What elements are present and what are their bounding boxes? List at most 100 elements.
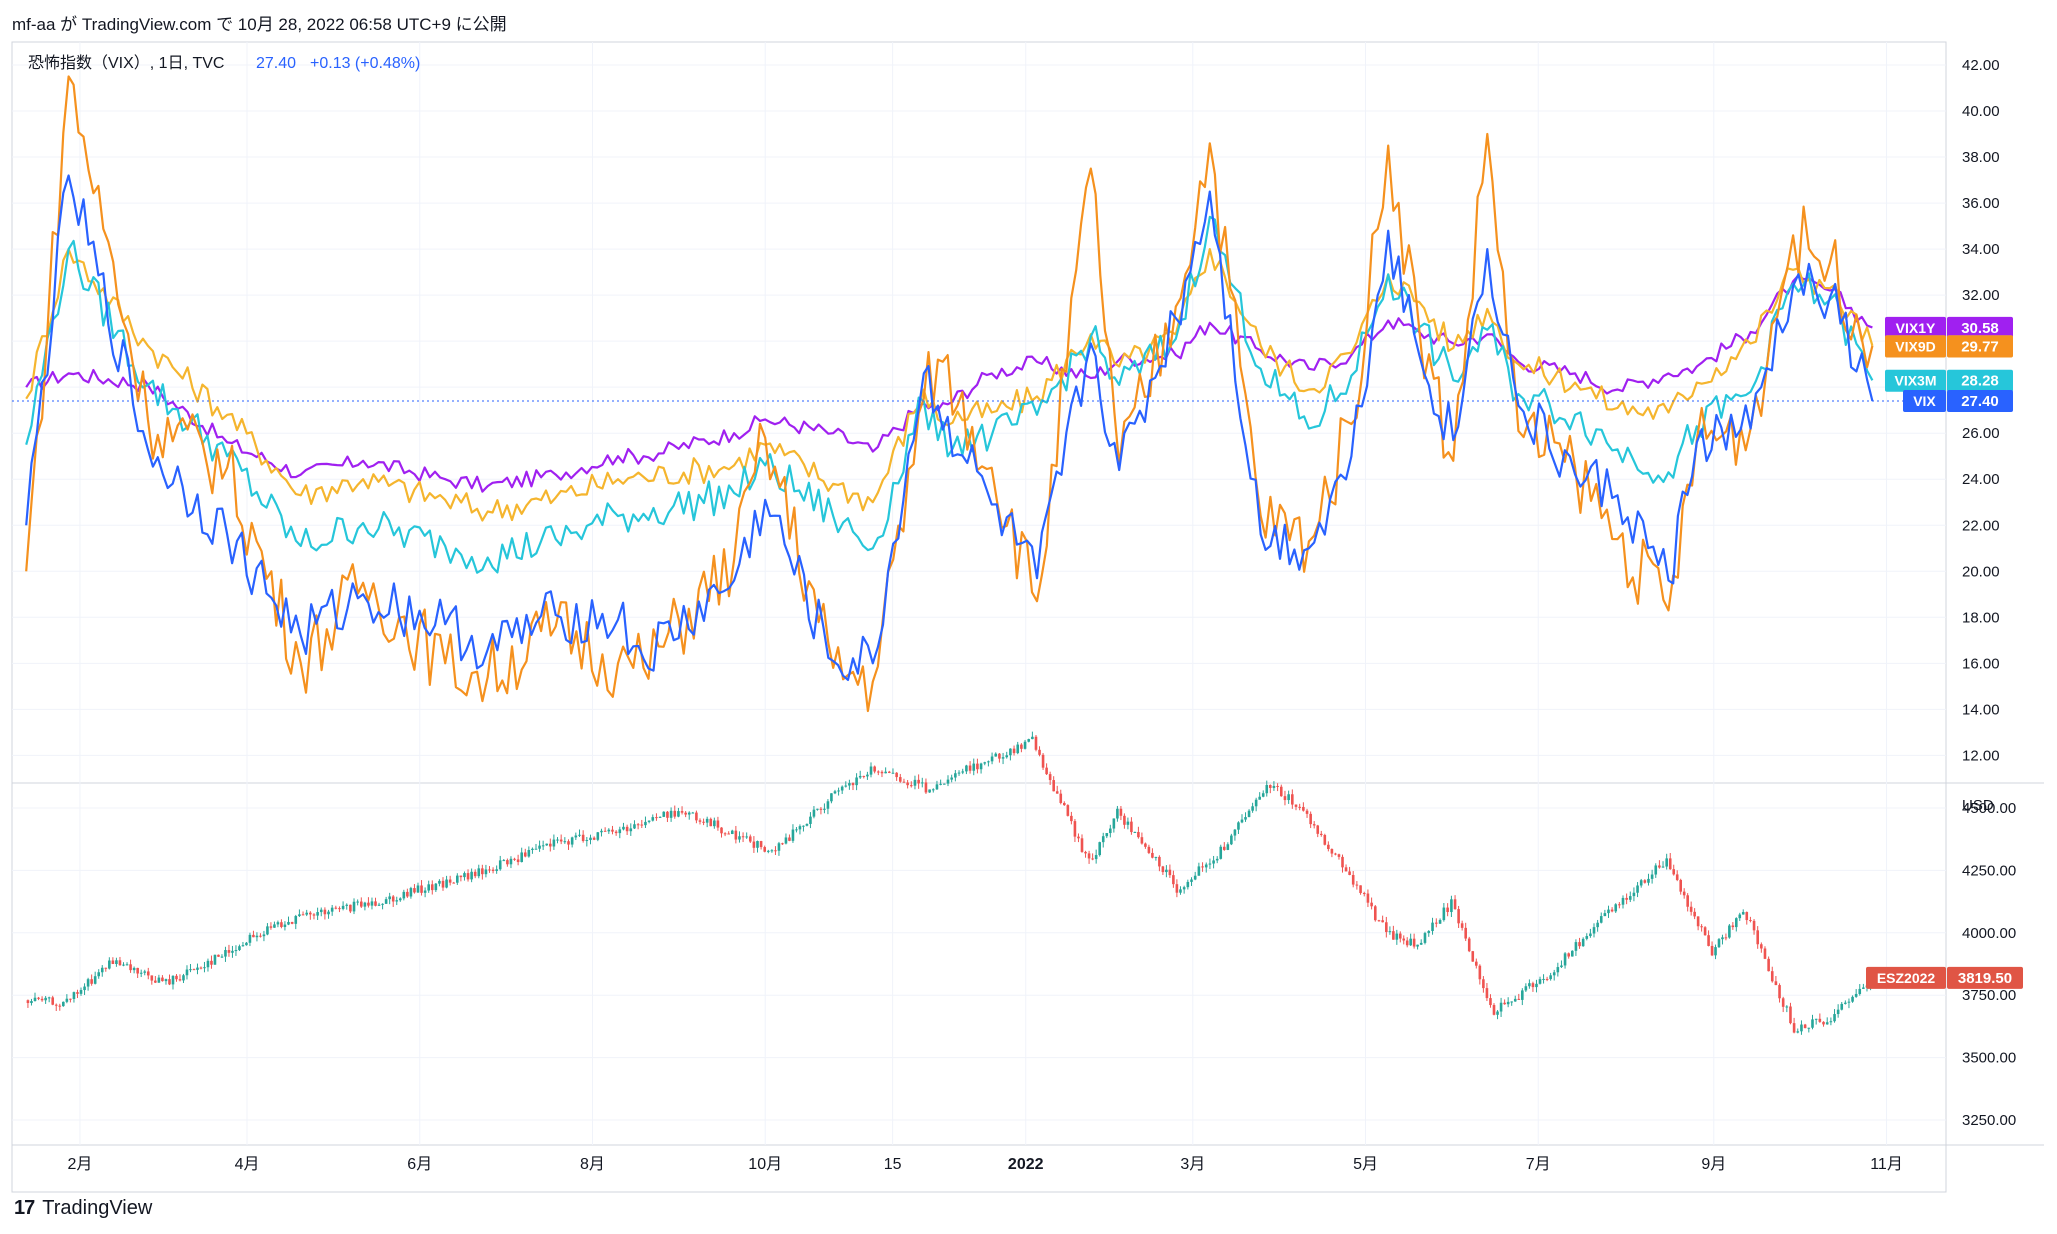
candle-body: [108, 960, 111, 969]
y-tick-label: 3250.00: [1962, 1112, 2016, 1129]
candle-body: [1578, 942, 1581, 947]
candle-body: [1098, 842, 1101, 856]
candle-body: [1607, 909, 1610, 914]
candle-body: [614, 831, 618, 834]
candle-body: [607, 829, 611, 832]
candle-body: [1154, 856, 1158, 858]
candle-body: [574, 835, 578, 838]
candle-body: [802, 825, 805, 827]
candle-body: [1197, 866, 1201, 876]
candle-body: [1721, 937, 1724, 940]
candle-body: [1814, 1018, 1818, 1020]
candle-body: [1524, 986, 1528, 991]
chart[interactable]: 12.00 14.00 16.00 18.00 20.00 22.00 24.00 26.00…: [0, 38, 2057, 1195]
candle-body: [1269, 785, 1272, 788]
candle-body: [816, 808, 819, 810]
candle-body: [1244, 817, 1247, 820]
candle-body: [330, 907, 334, 912]
candle-body: [954, 773, 957, 778]
candle-body: [884, 771, 887, 774]
attribution-text: mf-aa が TradingView.com で 10月 28, 2022 0…: [12, 15, 507, 34]
candle-body: [192, 969, 196, 971]
candle-body: [290, 921, 294, 924]
candle-body: [687, 812, 691, 815]
candle-body: [928, 789, 931, 793]
candle-body: [756, 841, 759, 848]
candle-body: [273, 924, 276, 928]
candle-body: [1689, 906, 1693, 912]
candle-body: [227, 950, 231, 953]
candle-body: [1693, 911, 1696, 917]
candle-body: [1172, 875, 1175, 885]
candle-body: [1283, 796, 1287, 801]
candle-body: [30, 1001, 33, 1004]
candle-body: [1829, 1021, 1833, 1023]
candle-body: [283, 924, 287, 927]
series-name-badge: [1885, 335, 1946, 358]
candle-body: [1735, 918, 1738, 928]
candle-body: [976, 763, 979, 770]
candle-body: [559, 839, 563, 842]
candle-body: [139, 972, 143, 974]
candle-body: [40, 998, 44, 1001]
candle-body: [759, 841, 763, 848]
vix-price-axis: 12.00 14.00 16.00 18.00 20.00 22.00 24.00 26.00…: [1962, 57, 2000, 764]
y-tick-label: 40.00: [1962, 103, 2000, 120]
candle-body: [541, 845, 545, 847]
candle-body: [1219, 846, 1223, 859]
candle-body: [1334, 853, 1337, 855]
candle-body: [1212, 860, 1215, 864]
candle-body: [481, 868, 484, 875]
candle-body: [979, 763, 983, 770]
candle-body: [1073, 821, 1077, 837]
candle-body: [1077, 836, 1080, 839]
x-tick-label: 7月: [1526, 1156, 1551, 1173]
candle-body: [1319, 833, 1323, 835]
candle-body: [851, 783, 855, 786]
candle-body: [1499, 1002, 1503, 1012]
candle-body: [1672, 869, 1676, 875]
candle-body: [1535, 983, 1538, 988]
candle-body: [727, 833, 730, 835]
candle-body: [62, 1001, 65, 1007]
candle-body: [1596, 922, 1599, 928]
x-tick-label: 6月: [407, 1156, 432, 1173]
candle-body: [1717, 939, 1721, 948]
candle-body: [210, 960, 213, 965]
candle-body: [1298, 806, 1301, 808]
candle-body: [1506, 1001, 1510, 1005]
candle-body: [363, 902, 367, 907]
candle-body: [402, 891, 406, 899]
candle-body: [90, 979, 93, 984]
es-candles: [26, 731, 1872, 1035]
candle-body: [1796, 1031, 1800, 1033]
candle-body: [1359, 885, 1362, 894]
candle-body: [1133, 831, 1137, 833]
candle-body: [398, 898, 402, 901]
candle-body: [1377, 920, 1381, 922]
candle-body: [1767, 958, 1770, 972]
es-value-text: 3819.50: [1958, 970, 2012, 987]
candle-body: [1193, 875, 1197, 880]
candle-body: [118, 960, 122, 966]
candle-body: [1774, 981, 1778, 986]
candle-body: [231, 950, 234, 953]
candle-body: [1749, 920, 1752, 922]
candle-body: [1348, 871, 1351, 875]
candle-body: [1661, 866, 1665, 868]
candle-body: [611, 829, 614, 832]
candle-body: [917, 779, 920, 784]
candle-body: [502, 860, 506, 862]
candle-body: [58, 1005, 62, 1007]
candle-body: [104, 967, 108, 969]
candle-body: [968, 765, 972, 771]
candle-body: [463, 873, 466, 878]
candle-body: [1738, 914, 1742, 919]
label-vix3m: VIX3M 28.28: [1885, 369, 2013, 392]
candle-body: [1545, 978, 1549, 980]
candle-body: [1109, 828, 1112, 834]
candle-body: [1261, 793, 1265, 797]
es-symbol-badge: [1866, 966, 1946, 989]
y-tick-label: 14.00: [1962, 701, 2000, 718]
candle-body: [961, 771, 965, 773]
